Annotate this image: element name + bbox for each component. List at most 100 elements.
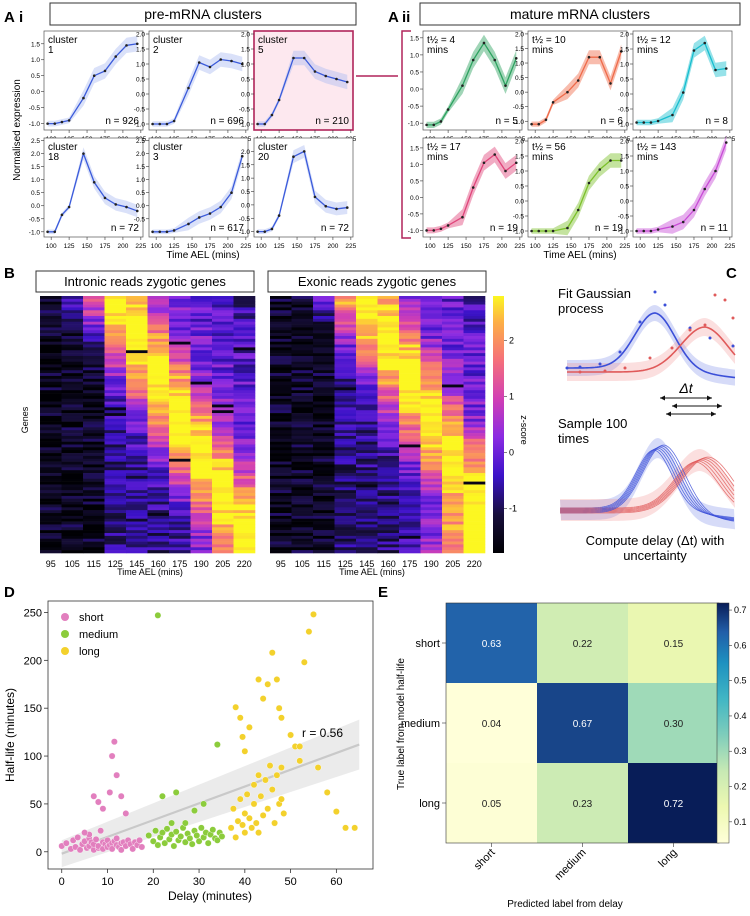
- d-point-long: [255, 829, 262, 837]
- heatmap-cell: [313, 430, 335, 434]
- heatmap-cell: [212, 501, 234, 505]
- heatmap-cell: [104, 493, 127, 497]
- heatmap-cell: [420, 550, 443, 554]
- heatmap-cell: [442, 424, 464, 428]
- heatmap-cell: [147, 355, 170, 360]
- data-point: [53, 230, 57, 234]
- heatmap-cell: [190, 355, 213, 360]
- heatmap-cell: [463, 518, 486, 522]
- heatmap-cell: [83, 535, 105, 540]
- heatmap-cell: [420, 341, 443, 345]
- heatmap-cell: [190, 495, 213, 500]
- heatmap-cell: [61, 341, 84, 345]
- heatmap-cell: [126, 418, 148, 422]
- heatmap-cell: [61, 395, 84, 400]
- heatmap-cell: [313, 296, 335, 300]
- heatmap-cell: [399, 478, 421, 482]
- heatmap-cell: [233, 481, 256, 485]
- heatmap-cell: [212, 418, 234, 422]
- heatmap-cell: [270, 301, 292, 305]
- heatmap-cell: [126, 475, 148, 480]
- data-point: [92, 74, 96, 78]
- heatmap-cell: [233, 407, 256, 411]
- heatmap-cell: [126, 355, 148, 360]
- heatmap-cell: [169, 475, 191, 480]
- data-point: [114, 203, 118, 206]
- heatmap-cell: [356, 441, 378, 445]
- heatmap-cell: [126, 538, 148, 542]
- heatmap-cell: [442, 470, 464, 474]
- heatmap-cell: [463, 453, 486, 457]
- heatmap-cell: [313, 301, 335, 305]
- heatmap-cell: [212, 341, 234, 345]
- heatmap-cell: [212, 550, 234, 554]
- heatmap-cell: [61, 515, 84, 520]
- heatmap-cell: [463, 304, 486, 308]
- heatmap-cell: [420, 544, 443, 548]
- heatmap-cell: [233, 347, 256, 351]
- heatmap-cell: [291, 333, 314, 337]
- heatmap-cell: [104, 390, 127, 394]
- heatmap-cell: [356, 515, 378, 520]
- heatmap-cell: [377, 335, 400, 340]
- heatmap-x-label: 220: [237, 559, 252, 569]
- heatmap-cell: [356, 353, 378, 357]
- heatmap-cell: [399, 318, 421, 322]
- heatmap-cell: [313, 473, 335, 477]
- heatmap-cell: [463, 375, 486, 380]
- gp-point-red: [623, 366, 627, 370]
- heatmap-cell: [399, 430, 421, 434]
- heatmap-cell: [83, 490, 105, 494]
- heatmap-cell: [442, 490, 464, 494]
- heatmap-cell: [377, 296, 400, 300]
- heatmap-cell: [463, 301, 486, 305]
- heatmap-cell: [169, 427, 191, 431]
- heatmap-cell: [190, 504, 213, 508]
- heatmap-cell: [61, 404, 84, 408]
- heatmap-cell: [356, 410, 378, 414]
- colorbar-tick-label: 2: [509, 336, 514, 346]
- heatmap-cell: [233, 384, 256, 388]
- d-point-medium: [195, 837, 203, 845]
- e-colorbar-tick-label: 0.4: [734, 711, 747, 721]
- heatmap-cell: [147, 315, 170, 320]
- heatmap-cell: [270, 544, 292, 548]
- heatmap-cell: [169, 550, 191, 554]
- heatmap-cell: [442, 375, 464, 380]
- heatmap-cell: [190, 413, 213, 417]
- cluster-count: n = 210: [315, 116, 349, 127]
- heatmap-cell: [233, 524, 256, 528]
- data-point: [324, 74, 328, 78]
- e-colorbar-tick-label: 0.6: [734, 640, 747, 650]
- heatmap-x-label: 145: [359, 559, 374, 569]
- heatmap-cell: [126, 384, 148, 388]
- heatmap-cell: [334, 484, 357, 488]
- e-cell: [537, 683, 628, 763]
- heatmap-cell: [313, 378, 335, 382]
- heatmap-cell: [270, 390, 292, 394]
- d-point-medium: [168, 819, 175, 827]
- heatmap-cell: [334, 527, 357, 531]
- heatmap-cell: [313, 313, 335, 317]
- heatmap-cell: [334, 507, 357, 511]
- heatmap-cell: [190, 430, 213, 434]
- heatmap-cell: [420, 298, 443, 303]
- heatmap-cell: [313, 527, 335, 531]
- b-colorbar: [493, 296, 504, 553]
- cluster-count: n = 72: [111, 223, 140, 234]
- heatmap-cell: [270, 304, 292, 308]
- heatmap-cell: [463, 533, 486, 537]
- cluster-frame: [422, 30, 523, 131]
- data-point: [324, 204, 328, 208]
- data-point: [292, 56, 295, 60]
- heatmap-cell: [313, 298, 335, 303]
- heatmap-cell: [233, 530, 256, 534]
- heatmap-cell: [463, 515, 486, 520]
- heatmap-cell: [147, 313, 170, 317]
- y-tick-label: 1.5: [241, 47, 250, 54]
- heatmap-cell: [270, 344, 292, 348]
- heatmap-cell: [356, 475, 378, 480]
- heatmap-cell: [40, 435, 62, 440]
- d-x-tick-label: 10: [101, 876, 113, 888]
- heatmap-cell: [147, 461, 170, 465]
